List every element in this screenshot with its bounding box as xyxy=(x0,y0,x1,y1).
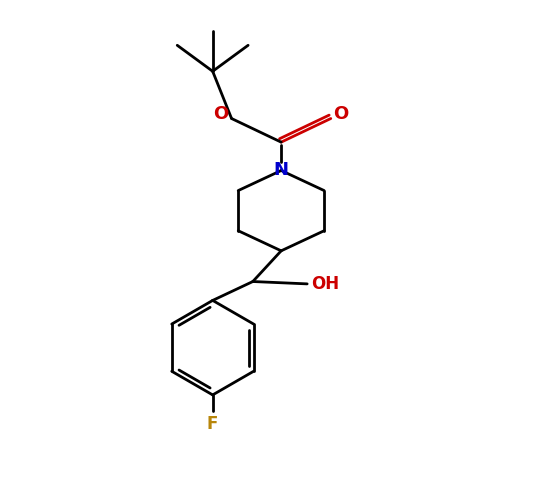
Text: O: O xyxy=(214,105,229,123)
Text: O: O xyxy=(334,105,349,123)
Text: OH: OH xyxy=(311,275,339,293)
Text: F: F xyxy=(207,415,218,433)
Text: N: N xyxy=(273,162,289,180)
